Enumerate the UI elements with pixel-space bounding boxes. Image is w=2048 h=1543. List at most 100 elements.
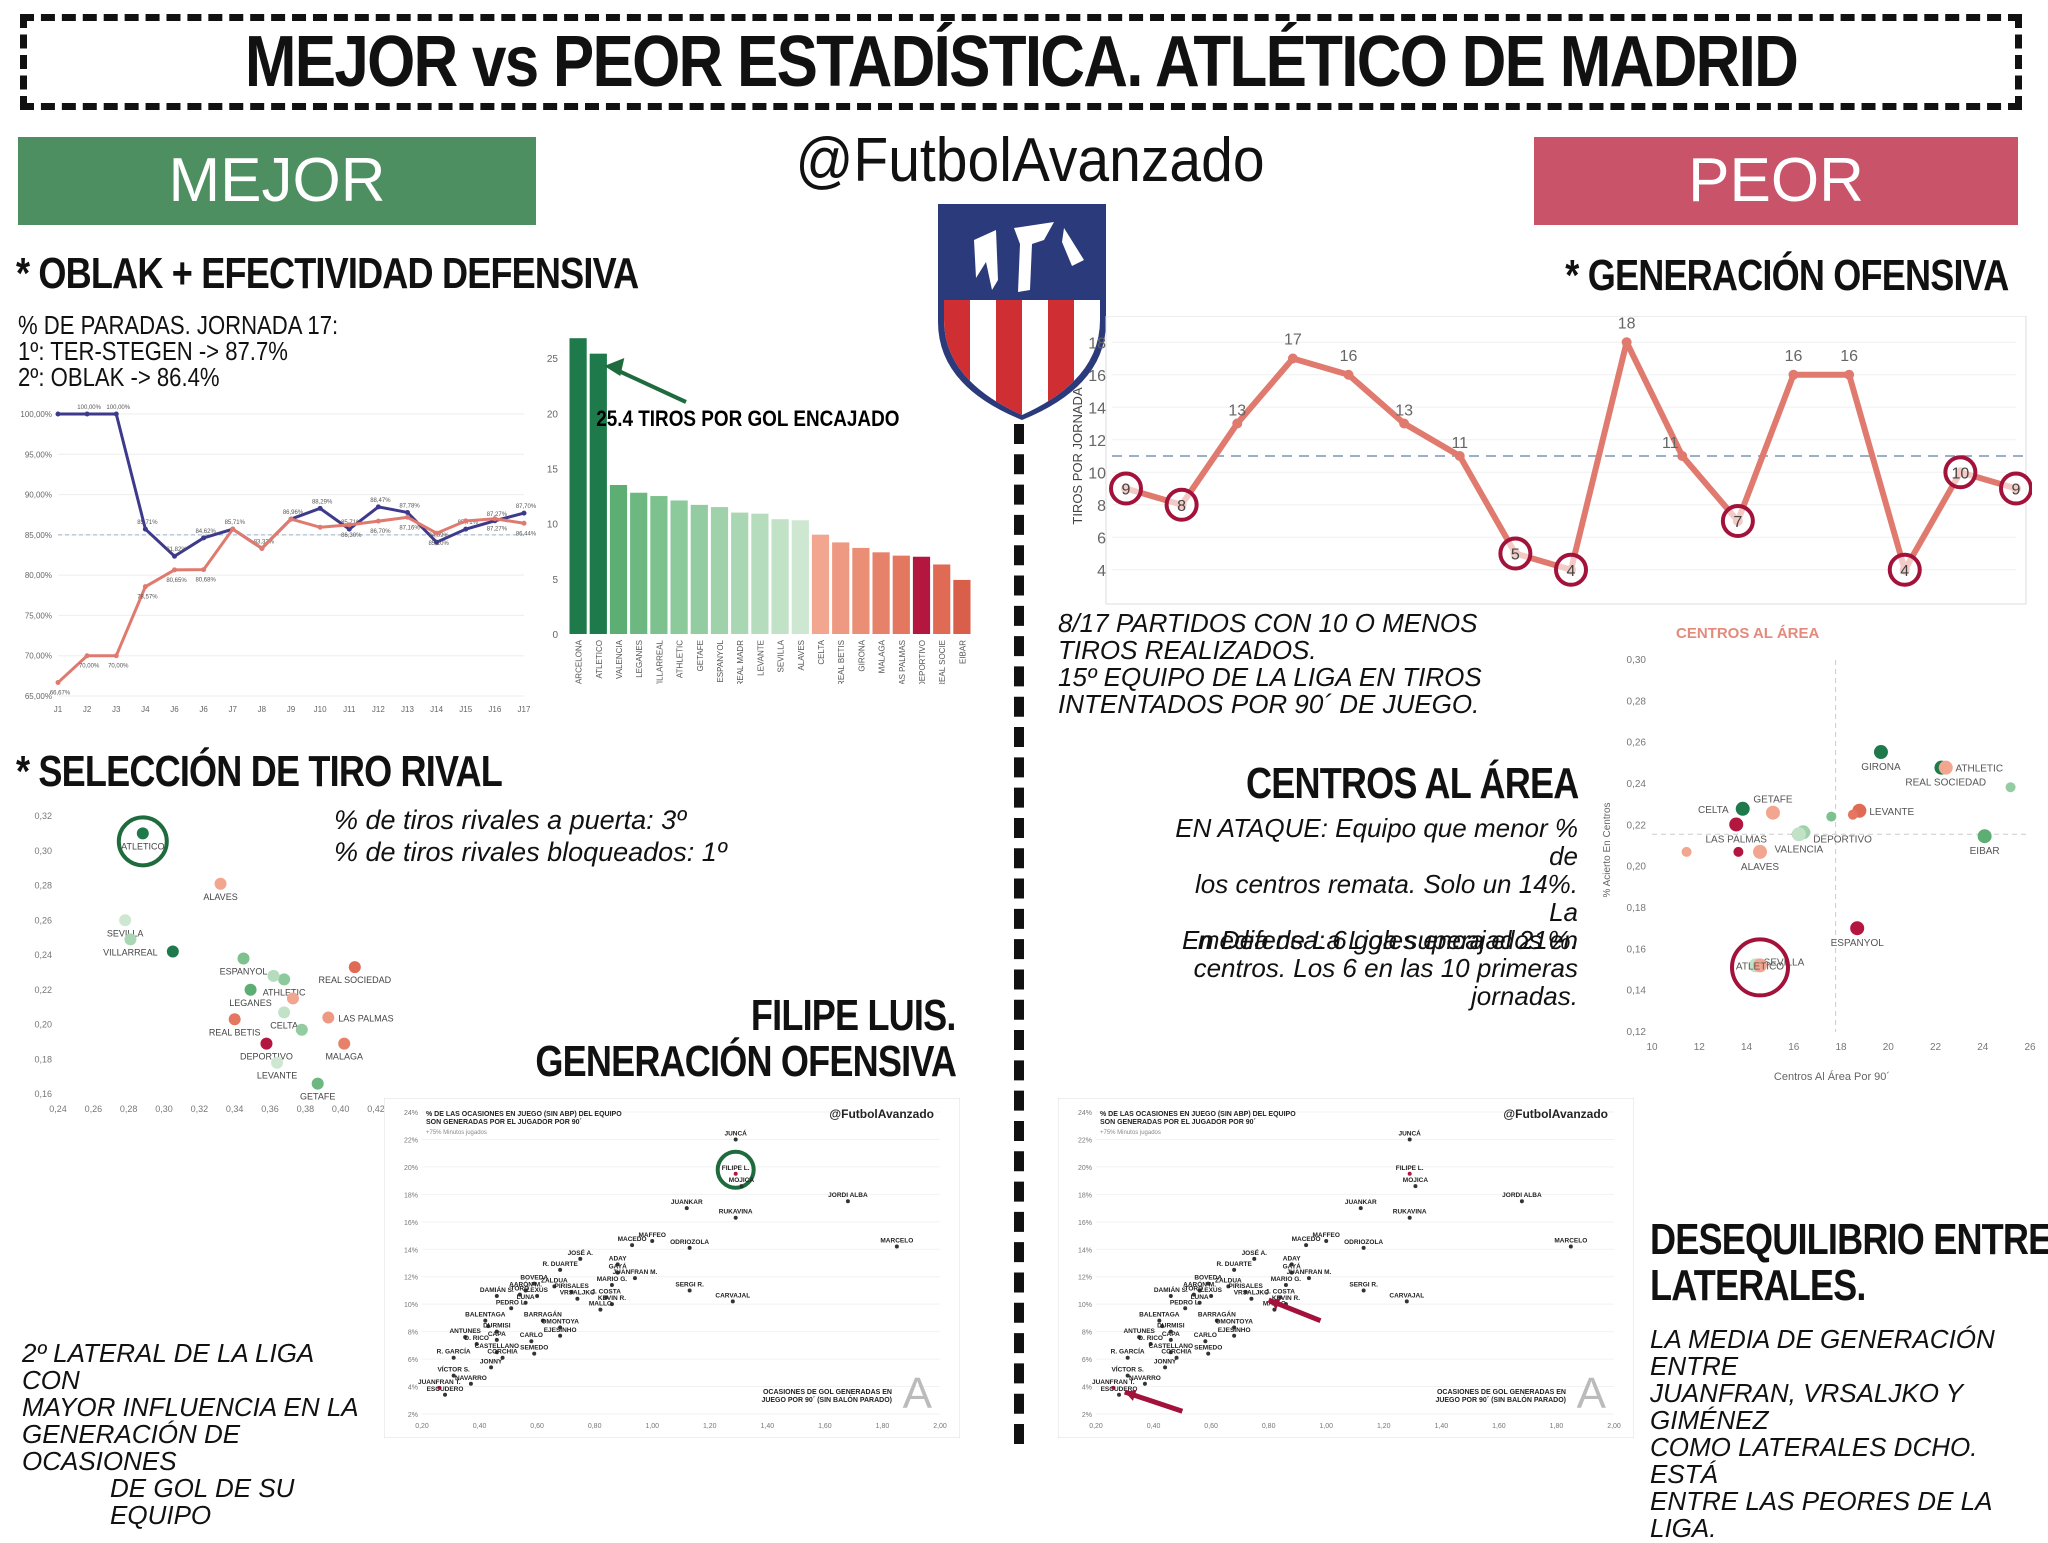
data-point	[1232, 1333, 1237, 1338]
point-label: GETAFE	[1753, 795, 1793, 806]
data-label: 7	[1733, 514, 1742, 531]
point-label: R. DUARTE	[1216, 1261, 1252, 1268]
x-tick-label: J8	[258, 705, 267, 714]
data-point	[894, 1244, 899, 1249]
x-tick-label: 0,34	[226, 1104, 244, 1114]
data-point	[1249, 1296, 1254, 1301]
data-label: 11	[1662, 435, 1679, 452]
x-tick-label: 10	[1646, 1042, 1658, 1053]
point-label: ADAY	[1283, 1255, 1301, 1262]
point-label: VILLARREAL	[103, 947, 158, 957]
point-label: ESPANYOL	[1831, 938, 1885, 949]
highlight-ring	[1887, 552, 1922, 587]
point-label: JOSÉ A.	[1242, 1248, 1268, 1257]
data-point	[286, 992, 299, 1005]
bar	[589, 353, 607, 634]
point-label: D. RICO	[1138, 1335, 1163, 1342]
point-label: REAL BETIS	[209, 1027, 261, 1037]
point-label: VRSALJKO	[560, 1290, 595, 1297]
data-label: 78,57%	[137, 595, 158, 601]
point-label: MARIO G.	[597, 1276, 628, 1283]
chart-frame	[1105, 316, 2027, 605]
point-label: OMONTOYA	[541, 1319, 579, 1326]
data-point	[1304, 1243, 1309, 1248]
data-label: 86,70%	[370, 529, 391, 535]
data-point	[1413, 1184, 1418, 1189]
point-label: R. GARCÍA	[1111, 1347, 1145, 1356]
data-label: 85,20%	[428, 541, 449, 547]
centros-def-2: centros. Los 6 en las 10 primeras	[1193, 953, 1578, 983]
centros-def-1: En Defensa: 6 goles encajados en	[1181, 925, 1578, 955]
x-axis-title: JUEGO POR 90´ (SIN BALÓN PARADO)	[761, 1395, 892, 1404]
data-label: 100,00%	[106, 405, 130, 411]
data-point	[1168, 1293, 1173, 1298]
x-tick-label: 0,28	[120, 1104, 138, 1114]
point-label: SEVILLA	[1764, 957, 1805, 968]
data-label: 86,30%	[341, 533, 362, 539]
data-point	[322, 1011, 335, 1024]
x-tick-label: 22	[1930, 1042, 1942, 1053]
point-label: R. GARCÍA	[437, 1347, 471, 1356]
y-tick-label: 0,20	[1627, 862, 1647, 873]
data-point	[124, 933, 137, 946]
point-label: LEXUS	[526, 1287, 548, 1294]
data-point	[1343, 369, 1354, 380]
data-point	[1681, 846, 1692, 857]
twitter-handle: @FutbolAvanzado	[795, 126, 1265, 195]
data-point	[552, 1284, 557, 1289]
x-tick-label: 1,60	[1492, 1423, 1506, 1430]
centros-heading: CENTROS AL ÁREA	[1245, 759, 1579, 808]
deseq-note: LA MEDIA DE GENERACIÓN ENTRE JUANFRAN, V…	[1650, 1326, 2040, 1542]
x-tick-label: J12	[372, 705, 385, 714]
data-point	[1272, 1307, 1277, 1312]
x-tick-label: J3	[112, 705, 121, 714]
point-label: FILIPE L.	[1396, 1165, 1424, 1172]
data-label: 87,78%	[399, 503, 420, 509]
data-point	[1232, 1325, 1237, 1330]
x-tick-label: 18	[1835, 1042, 1847, 1053]
y-tick-label: 5	[552, 575, 558, 586]
x-tick-label: J4	[141, 705, 150, 714]
highlight-ring	[1554, 552, 1588, 587]
data-label: 85,71%	[458, 520, 479, 526]
x-tick-label: 24	[1977, 1042, 1989, 1053]
data-point	[1142, 1381, 1147, 1386]
data-point	[687, 1288, 692, 1293]
gen-note-4: INTENTADOS POR 90´ DE JUEGO.	[1058, 689, 1480, 719]
data-point	[113, 411, 119, 417]
point-label: LEVANTE	[257, 1071, 297, 1081]
data-point	[1111, 1385, 1116, 1390]
data-point	[1243, 1289, 1248, 1294]
data-point	[483, 1318, 488, 1323]
gen-note-1: 8/17 PARTIDOS CON 10 O MENOS	[1058, 608, 1478, 638]
point-label: LUNA	[517, 1294, 535, 1301]
point-label: MARIO G.	[1271, 1276, 1302, 1283]
centros-attack-3: media de La Liga supera el 21%.	[1197, 925, 1578, 955]
data-point	[739, 1184, 744, 1189]
data-point	[1287, 353, 1298, 364]
x-tick-label: 2,00	[1607, 1423, 1621, 1430]
data-point	[521, 510, 527, 516]
data-point	[598, 1307, 603, 1312]
y-tick-label: 8%	[408, 1330, 418, 1337]
y-axis-note: +75% Minutos jugados	[426, 1130, 487, 1136]
data-point	[684, 1206, 689, 1211]
data-point	[1168, 1337, 1173, 1342]
bar	[933, 564, 951, 634]
y-tick-label: 18	[1088, 335, 1106, 352]
data-label: 18	[1618, 316, 1636, 332]
point-label: VALENCIA	[1775, 844, 1824, 855]
data-label: 9	[2012, 482, 2021, 499]
gen-note-3: 15º EQUIPO DE LA LIGA EN TIROS	[1058, 662, 1482, 692]
highlight-ring	[1999, 471, 2032, 506]
x-tick-label: J14	[430, 705, 443, 714]
x-tick-label: REAL MADR	[736, 640, 745, 684]
x-tick-label: 0,24	[49, 1104, 67, 1114]
centros-defense-note: En Defensa: 6 goles encajados en centros…	[1160, 926, 1578, 1010]
data-point	[338, 1037, 351, 1050]
data-point	[1137, 1335, 1142, 1340]
y-tick-label: 15	[547, 464, 559, 475]
point-label: CORCHIA	[487, 1349, 518, 1356]
chart-frame	[1058, 1098, 1634, 1438]
